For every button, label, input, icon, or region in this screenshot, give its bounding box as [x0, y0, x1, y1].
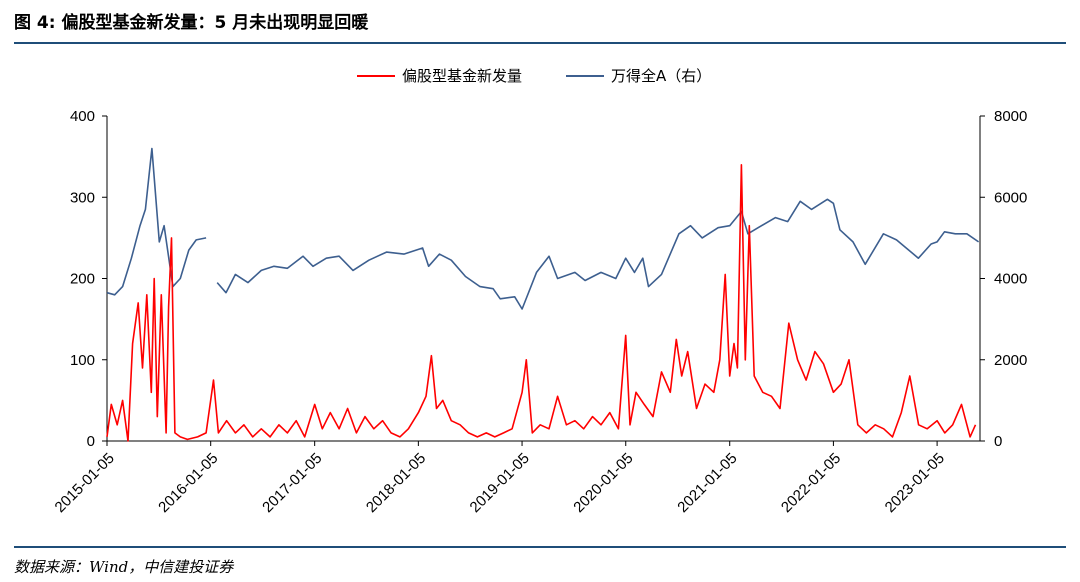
- y-left-tick-label: 100: [70, 352, 95, 369]
- y-right-tick-label: 2000: [994, 352, 1027, 369]
- source-rule: [14, 546, 1066, 548]
- figure-title: 图 4: 偏股型基金新发量：5 月未出现明显回暖: [14, 13, 369, 33]
- chart-axes: 0100200300400020004000600080002015-01-05…: [52, 108, 1028, 516]
- y-left-tick-label: 0: [87, 433, 95, 450]
- x-tick-label: 2018-01-05: [363, 450, 429, 516]
- y-left-tick-label: 200: [70, 271, 95, 288]
- y-right-tick-label: 8000: [994, 108, 1027, 125]
- fund-issuance-series-line: [106, 164, 977, 442]
- x-tick-label: 2019-01-05: [467, 450, 533, 516]
- y-left-tick-label: 400: [70, 108, 95, 125]
- legend-fund-issuance-label: 偏股型基金新发量: [402, 67, 522, 85]
- title-rule: [14, 42, 1066, 44]
- series-layer: [106, 147, 980, 442]
- y-right-tick-label: 4000: [994, 271, 1027, 288]
- x-tick-label: 2022-01-05: [778, 450, 844, 516]
- x-tick-label: 2023-01-05: [882, 450, 948, 516]
- y-right-tick-label: 0: [994, 433, 1002, 450]
- x-tick-label: 2017-01-05: [259, 450, 325, 516]
- x-tick-label: 2016-01-05: [155, 450, 221, 516]
- y-right-tick-label: 6000: [994, 189, 1027, 206]
- wind-a-index-series-line: [106, 147, 980, 310]
- x-tick-label: 2021-01-05: [674, 450, 740, 516]
- x-tick-label: 2015-01-05: [52, 450, 118, 516]
- x-tick-label: 2020-01-05: [570, 450, 636, 516]
- legend: 偏股型基金新发量 万得全A（右）: [357, 67, 711, 85]
- y-left-tick-label: 300: [70, 189, 95, 206]
- source-note: 数据来源：Wind，中信建投证券: [14, 558, 234, 576]
- legend-wind-a-index-label: 万得全A（右）: [611, 67, 711, 85]
